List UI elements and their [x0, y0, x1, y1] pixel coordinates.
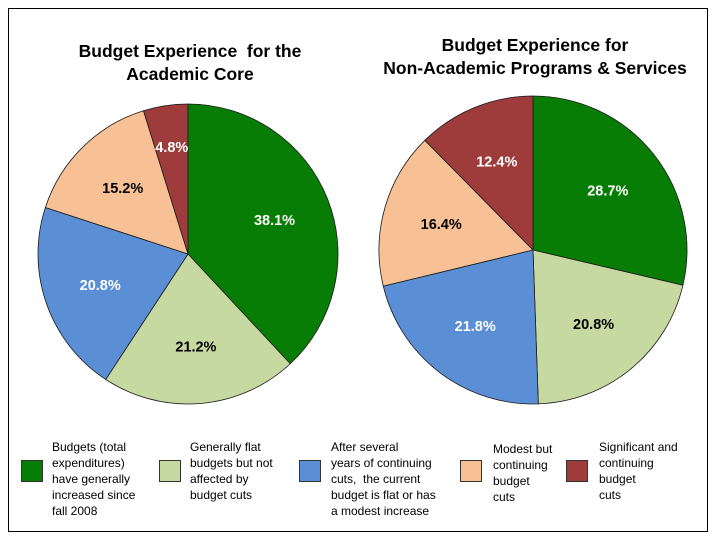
pie1-label-significant-cuts: 4.8%: [155, 140, 188, 156]
pie2-label-increased: 28.7%: [587, 184, 628, 200]
pie2-slice-modest-cuts: [378, 139, 534, 287]
legend-swatch-modest-cuts: [460, 460, 482, 482]
legend-label-significant-cuts: Significant and continuing budget cuts: [599, 440, 678, 502]
pie2-slice-flat-after-cuts: [382, 249, 539, 405]
legend-label-flat-not-affected: Generally flat budgets but not affected …: [190, 440, 273, 502]
pie2-label-modest-cuts: 16.4%: [421, 217, 462, 233]
chart-title-academic-core: Budget Experience for the Academic Core: [78, 41, 302, 84]
legend-label-modest-cuts: Modest but continuing budget cuts: [493, 442, 553, 504]
pie1-label-modest-cuts: 15.2%: [102, 181, 143, 197]
pie2-label-flat-after-cuts: 21.8%: [455, 319, 496, 335]
legend-label-flat-after-cuts: After several years of continuing cuts, …: [331, 440, 436, 518]
pie1-slice-increased: [187, 103, 339, 365]
pie2-slice-significant-cuts: [424, 95, 534, 251]
legend-swatch-flat-not-affected: [159, 460, 181, 482]
legend-label-increased: Budgets (total expenditures) have genera…: [52, 440, 136, 518]
legend-swatch-significant-cuts: [566, 460, 588, 482]
pie1-label-increased: 38.1%: [254, 213, 295, 229]
pie1-label-flat-not-affected: 21.2%: [175, 340, 216, 356]
pie1-slice-flat-not-affected: [105, 253, 291, 405]
pie2-label-significant-cuts: 12.4%: [476, 155, 517, 171]
pie2-slice-flat-not-affected: [532, 249, 684, 405]
pie2-label-flat-not-affected: 20.8%: [573, 317, 614, 333]
pie1-label-flat-after-cuts: 20.8%: [80, 278, 121, 294]
pie1-slice-flat-after-cuts: [37, 206, 189, 380]
pie1-slice-significant-cuts: [142, 103, 189, 255]
legend-swatch-flat-after-cuts: [299, 460, 321, 482]
pie1-slice-modest-cuts: [44, 110, 189, 255]
legend-swatch-increased: [21, 460, 43, 482]
pie2-slice-increased: [532, 95, 688, 286]
chart-title-non-academic: Budget Experience for Non-Academic Progr…: [383, 35, 687, 78]
